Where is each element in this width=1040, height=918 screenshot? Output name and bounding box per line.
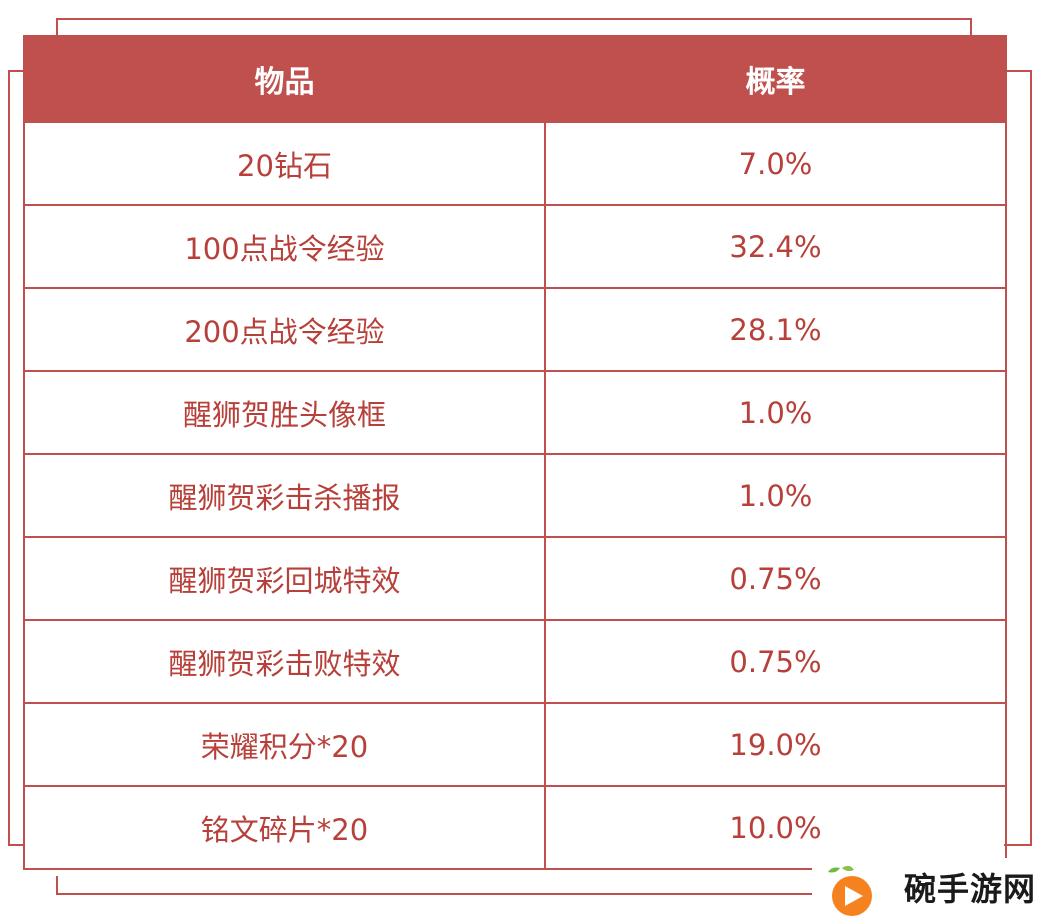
item-cell: 荣耀积分*20 [23, 702, 546, 787]
probability-cell: 32.4% [544, 204, 1007, 289]
frame-corner [8, 844, 24, 846]
probability-cell: 0.75% [544, 619, 1007, 704]
table-row: 醒狮贺胜头像框 1.0% [23, 370, 1007, 455]
frame-corner [1004, 844, 1032, 846]
item-cell: 醒狮贺胜头像框 [23, 370, 546, 455]
probability-cell: 0.75% [544, 536, 1007, 621]
frame-corner [56, 18, 58, 36]
frame-corner [8, 70, 24, 72]
item-cell: 醒狮贺彩回城特效 [23, 536, 546, 621]
table-header-row: 物品 概率 [23, 35, 1007, 123]
item-cell: 200点战令经验 [23, 287, 546, 372]
probability-cell: 1.0% [544, 370, 1007, 455]
table-row: 100点战令经验 32.4% [23, 204, 1007, 289]
frame-corner [1004, 70, 1032, 72]
frame-corner [970, 18, 972, 36]
item-cell: 20钻石 [23, 121, 546, 206]
probability-cell: 7.0% [544, 121, 1007, 206]
probability-table: 物品 概率 20钻石 7.0% 100点战令经验 32.4% 200点战令经验 … [23, 35, 1007, 870]
frame-line-right [1030, 70, 1032, 846]
watermark: 碗手游网 [812, 858, 1040, 918]
table-row: 醒狮贺彩击败特效 0.75% [23, 619, 1007, 704]
table-row: 醒狮贺彩回城特效 0.75% [23, 536, 1007, 621]
probability-cell: 28.1% [544, 287, 1007, 372]
probability-cell: 1.0% [544, 453, 1007, 538]
item-cell: 100点战令经验 [23, 204, 546, 289]
header-item: 物品 [23, 35, 546, 123]
frame-corner [56, 876, 58, 895]
table-row: 荣耀积分*20 19.0% [23, 702, 1007, 787]
frame-line-left [8, 70, 10, 846]
watermark-text: 碗手游网 [904, 870, 1037, 908]
item-cell: 醒狮贺彩击杀播报 [23, 453, 546, 538]
frame-line-top [56, 18, 972, 20]
probability-cell: 10.0% [544, 785, 1007, 870]
header-probability: 概率 [544, 35, 1007, 123]
item-cell: 铭文碎片*20 [23, 785, 546, 870]
table-row: 200点战令经验 28.1% [23, 287, 1007, 372]
table-row: 铭文碎片*20 10.0% [23, 785, 1007, 870]
table-row: 醒狮贺彩击杀播报 1.0% [23, 453, 1007, 538]
table-row: 20钻石 7.0% [23, 121, 1007, 206]
frame-line-bottom [56, 893, 816, 895]
item-cell: 醒狮贺彩击败特效 [23, 619, 546, 704]
orange-play-logo-icon [828, 865, 872, 916]
probability-cell: 19.0% [544, 702, 1007, 787]
